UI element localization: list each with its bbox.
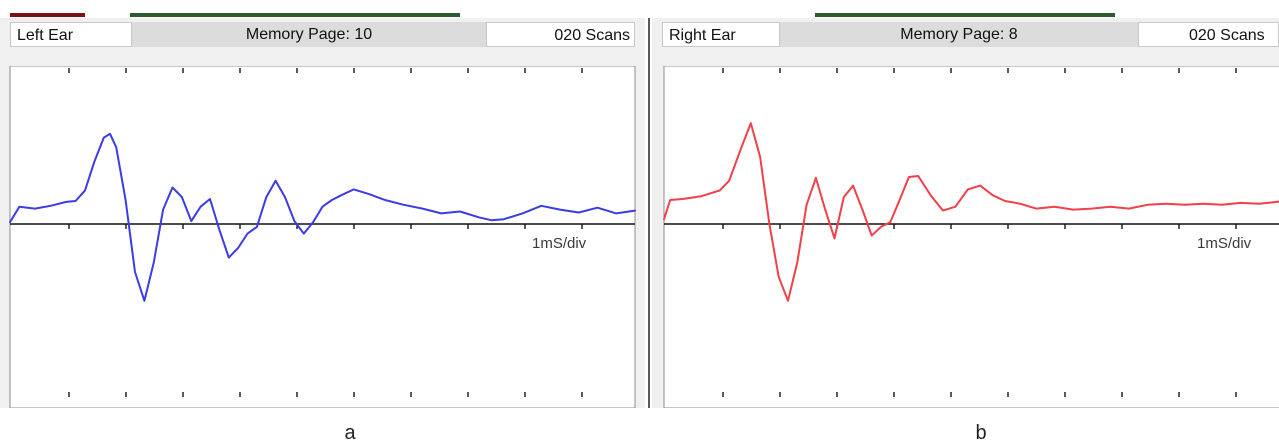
right-ear-plot: 1mS/div: [663, 66, 1279, 408]
scale-label: 1mS/div: [532, 235, 587, 252]
waveform-series: [9, 132, 636, 302]
plot-area: [9, 66, 636, 408]
scale-label: 1mS/div: [1197, 235, 1252, 252]
right-ear-panel: Right Ear Memory Page: 8 020 Scans 1mS/d…: [652, 18, 1279, 408]
memory-page-text: Memory Page: 8: [900, 26, 1018, 43]
memory-page-label: Memory Page: 8: [780, 22, 1138, 47]
waveform-series: [663, 122, 1279, 302]
top-red-bar: [10, 13, 85, 17]
left-ear-panel: Left Ear Memory Page: 10 020 Scans 1mS/d…: [0, 18, 645, 408]
scans-text: 020 Scans: [1189, 27, 1265, 44]
scans-label: 020 Scans: [1138, 22, 1279, 47]
scans-label: 020 Scans: [486, 22, 635, 47]
memory-page-text: Memory Page: 10: [245, 26, 373, 43]
top-green-bar-left: [130, 13, 460, 17]
ear-label: Right Ear: [662, 22, 780, 47]
memory-page-label: Memory Page: 10: [132, 22, 486, 47]
caption-a: a: [344, 422, 356, 444]
left-ear-plot: 1mS/div: [9, 66, 636, 408]
caption-b: b: [975, 422, 987, 444]
ear-label: Left Ear: [10, 22, 132, 47]
top-green-bar-right: [815, 13, 1115, 17]
ear-label-text: Left Ear: [17, 27, 74, 44]
scans-text: 020 Scans: [554, 27, 630, 44]
plot-area: [663, 66, 1279, 408]
ear-label-text: Right Ear: [669, 27, 736, 44]
panel-divider: [648, 18, 650, 408]
